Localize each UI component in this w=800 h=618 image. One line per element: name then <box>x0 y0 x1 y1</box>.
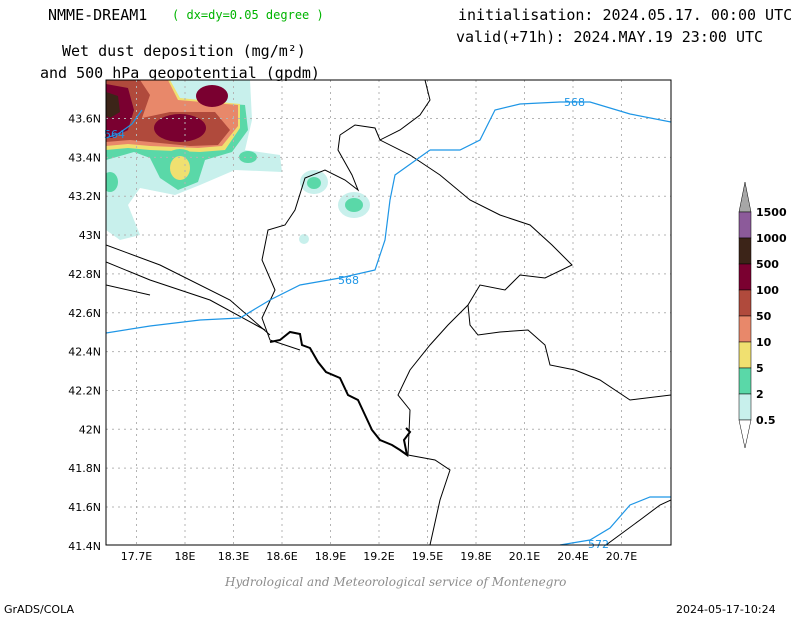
border-line-sw <box>106 244 271 336</box>
model-title: NMME-DREAM1 <box>48 6 148 24</box>
legend-level-label: 2 <box>756 388 764 401</box>
lon-tick-label: 17.7E <box>121 550 152 563</box>
lat-tick-label: 43.6N <box>68 113 101 126</box>
legend-level-label: 1500 <box>756 206 787 219</box>
geopotential-contours <box>106 101 671 545</box>
lat-tick-label: 41.6N <box>68 501 101 514</box>
legend-swatch <box>738 393 752 421</box>
lat-tick-label: 43.2N <box>68 190 101 203</box>
legend-level-label: 5 <box>756 362 764 375</box>
lon-tick-label: 19.5E <box>412 550 443 563</box>
dust-deposition-fields <box>106 80 370 244</box>
variable-title-line2: and 500 hPa geopotential (gpdm) <box>40 64 320 82</box>
border-line-inland <box>261 134 360 351</box>
dust-spot-green-4 <box>345 198 363 212</box>
border-line-italy <box>605 499 671 545</box>
lat-tick-label: 42.6N <box>68 307 101 320</box>
valid-time: valid(+71h): 2024.MAY.19 23:00 UTC <box>456 28 764 46</box>
lon-tick-label: 20.4E <box>557 550 588 563</box>
contour-568-north <box>430 101 671 151</box>
credit-text: Hydrological and Meteorological service … <box>225 575 567 589</box>
legend-level-label: 50 <box>756 310 772 323</box>
lat-tick-label: 41.4N <box>68 540 101 553</box>
latitude-labels: 43.6N 43.4N 43.2N 43N 42.8N 42.6N 42.4N 42.2N 42… <box>68 113 101 553</box>
lat-tick-label: 41.8N <box>68 462 101 475</box>
legend-bottom-arrow <box>738 419 752 449</box>
contour-label-568-mid: 568 <box>338 274 359 287</box>
lon-tick-label: 18E <box>175 550 196 563</box>
lat-tick-label: 43.4N <box>68 151 101 164</box>
border-line-north <box>339 80 431 141</box>
legend-level-label: 1000 <box>756 232 787 245</box>
legend-swatch <box>738 289 752 317</box>
legend-swatch <box>738 237 752 265</box>
dust-spot-green-3 <box>307 177 321 189</box>
variable-title-line1: Wet dust deposition (mg/m²) <box>62 42 306 60</box>
lat-tick-label: 42.4N <box>68 346 101 359</box>
legend-top-arrow <box>738 181 752 213</box>
dust-spot-yellow <box>170 156 190 180</box>
border-line-sw2 <box>106 261 266 331</box>
software-label: GrADS/COLA <box>4 603 74 616</box>
contour-572 <box>559 496 671 545</box>
dust-spot-green-5 <box>106 172 118 192</box>
map-frame <box>105 79 672 546</box>
lat-tick-label: 42N <box>79 423 101 436</box>
lat-tick-label: 42.8N <box>68 268 101 281</box>
border-line-albania <box>407 454 451 545</box>
dust-field-maroon-center <box>154 114 206 142</box>
coastline <box>269 330 412 458</box>
lon-tick-label: 20.7E <box>606 550 637 563</box>
dust-field-maroon-north <box>196 85 228 107</box>
resolution-label: ( dx=dy=0.05 degree ) <box>172 8 324 22</box>
contour-label-568-north: 568 <box>564 96 585 109</box>
color-legend: 1500 1000 500 100 50 10 5 2 0.5 <box>738 181 787 449</box>
dust-spot-green-2 <box>239 151 257 163</box>
legend-level-label: 0.5 <box>756 414 776 427</box>
border-line-south <box>397 304 469 456</box>
dust-spot-green-1 <box>161 149 199 187</box>
dust-spot-light-3 <box>299 234 309 244</box>
lon-tick-label: 18.9E <box>315 550 346 563</box>
contour-label-564: 564 <box>104 128 125 141</box>
legend-swatch <box>738 211 752 239</box>
lon-tick-label: 19.2E <box>363 550 394 563</box>
contour-564 <box>106 109 143 139</box>
lon-tick-label: 18.3E <box>218 550 249 563</box>
longitude-labels: 17.7E 18E 18.3E 18.6E 18.9E 19.2E 19.5E 19.8E 20… <box>121 550 637 563</box>
legend-swatch <box>738 315 752 343</box>
lat-tick-label: 42.2N <box>68 384 101 397</box>
lon-tick-label: 19.8E <box>460 550 491 563</box>
timestamp-label: 2024-05-17-10:24 <box>676 603 776 616</box>
contour-labels: 564 568 568 572 <box>104 96 609 551</box>
lon-tick-label: 20.1E <box>509 550 540 563</box>
legend-level-label: 10 <box>756 336 772 349</box>
legend-level-label: 500 <box>756 258 779 271</box>
legend-swatch <box>738 367 752 395</box>
lon-tick-label: 18.6E <box>266 550 297 563</box>
country-borders <box>106 80 671 545</box>
lat-tick-label: 43N <box>79 229 101 242</box>
legend-swatch <box>738 341 752 369</box>
contour-568-mid <box>106 149 431 334</box>
border-line-sw3 <box>106 284 151 296</box>
legend-swatch <box>738 263 752 291</box>
legend-level-label: 100 <box>756 284 779 297</box>
initialisation-time: initialisation: 2024.05.17. 00:00 UTC <box>458 6 793 24</box>
border-line-east <box>379 139 671 401</box>
dust-field-dark <box>106 92 120 118</box>
map-grid <box>106 80 671 545</box>
